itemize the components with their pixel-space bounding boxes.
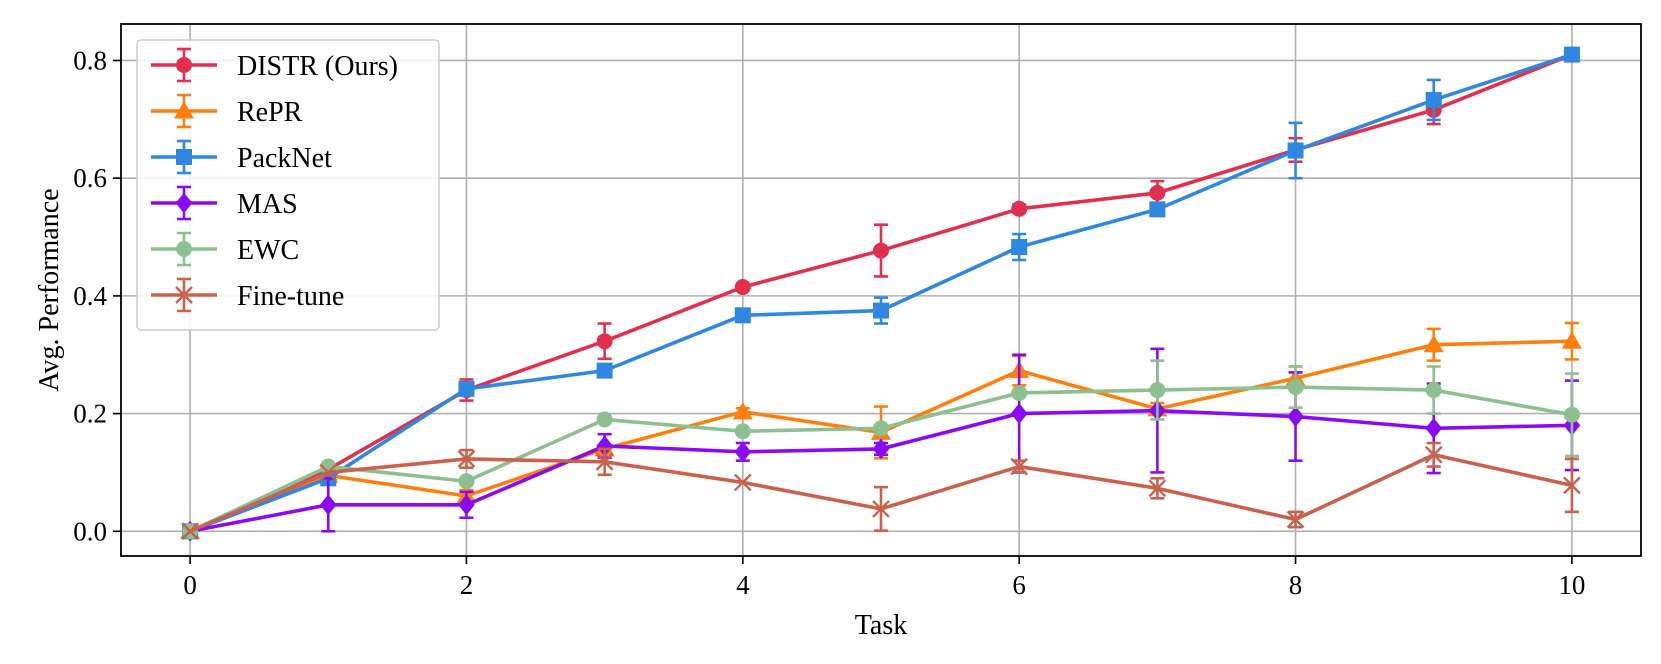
x-marker-stroke: [175, 286, 193, 304]
x-marker-stroke: [1286, 510, 1305, 529]
data-point: [319, 463, 338, 482]
x-axis-label: Task: [855, 610, 907, 641]
data-point: [734, 307, 751, 324]
x-tick-label: 0: [183, 570, 197, 600]
x-marker-stroke: [319, 463, 338, 482]
data-point: [872, 438, 890, 460]
x-marker-stroke: [1010, 457, 1029, 476]
data-point: [1149, 201, 1166, 218]
x-marker-stroke: [1563, 476, 1581, 495]
legend-item: Fine-tune: [151, 277, 344, 313]
data-point: [1287, 406, 1304, 427]
data-point: [1287, 379, 1304, 396]
data-point: [1423, 334, 1444, 353]
legend-marker: [176, 241, 192, 257]
data-point: [1010, 403, 1028, 424]
legend-item: PackNet: [151, 139, 332, 175]
data-point: [1425, 382, 1442, 399]
x-marker-stroke: [457, 450, 476, 468]
series-packnet: [182, 46, 1580, 540]
legend-label: EWC: [237, 235, 299, 266]
data-point: [1425, 91, 1442, 108]
data-point: [1286, 510, 1305, 529]
data-point: [595, 452, 614, 471]
data-point: [596, 333, 613, 350]
legend-marker: [174, 101, 194, 119]
data-point: [1149, 382, 1166, 399]
x-marker-stroke: [1148, 479, 1167, 498]
y-tick-label: 0.4: [73, 281, 107, 311]
y-axis-label: Avg. Performance: [34, 188, 65, 391]
y-tick-label: 0.8: [73, 45, 107, 75]
legend-label: PackNet: [237, 143, 332, 174]
data-point: [872, 500, 890, 518]
legend-item: DISTR (Ours): [151, 47, 398, 83]
data-point: [596, 362, 613, 379]
data-point: [873, 420, 889, 437]
x-tick-label: 10: [1558, 570, 1585, 600]
data-point: [1287, 142, 1304, 159]
x-tick-label: 6: [1012, 570, 1026, 600]
legend-marker: [175, 192, 193, 214]
x-marker-stroke: [181, 522, 199, 541]
x-marker-stroke: [872, 500, 890, 518]
data-point: [458, 473, 475, 490]
data-point: [1563, 406, 1580, 423]
data-point: [1563, 476, 1581, 495]
series-fine-tune: [181, 441, 1581, 541]
data-point: [596, 411, 613, 428]
data-point: [181, 522, 199, 541]
y-tick-label: 0.2: [73, 399, 107, 429]
data-point: [732, 401, 753, 420]
legend-item: MAS: [151, 185, 298, 221]
x-marker-stroke: [733, 473, 752, 492]
data-point: [457, 450, 476, 468]
data-point: [1563, 46, 1580, 63]
data-point: [733, 473, 752, 492]
legend-label: MAS: [237, 189, 298, 220]
data-point: [1011, 200, 1028, 217]
data-point: [873, 242, 889, 259]
data-point: [458, 494, 475, 516]
data-point: [873, 302, 889, 319]
series-distr-ours: [182, 46, 1580, 540]
data-point: [734, 279, 751, 296]
legend-item: RePR: [151, 93, 303, 129]
data-point: [734, 441, 752, 463]
data-point: [1425, 417, 1443, 439]
ticks: 0 2 4 6 8 10 0.0 0.2 0.4 0.6 0.8: [73, 45, 1585, 600]
data-point: [1148, 479, 1167, 498]
data-point: [1011, 384, 1028, 401]
x-tick-label: 4: [736, 570, 750, 600]
x-tick-label: 8: [1289, 570, 1303, 600]
y-tick-label: 0.6: [73, 163, 107, 193]
data-point: [1149, 184, 1166, 201]
y-tick-label: 0.0: [73, 516, 107, 546]
x-marker-stroke: [595, 452, 614, 471]
legend-marker: [176, 149, 192, 165]
data-point: [1424, 445, 1443, 464]
legend-label: RePR: [237, 97, 303, 128]
plot-frame: [120, 23, 1642, 557]
legend-marker: [176, 57, 192, 73]
x-tick-label: 2: [460, 570, 474, 600]
data-point: [1010, 457, 1029, 476]
legend-label: Fine-tune: [237, 281, 344, 312]
data-point: [596, 435, 613, 457]
series-layer: [180, 46, 1582, 542]
data-point: [1561, 331, 1582, 349]
legend: DISTR (Ours) RePR PackNet MAS EWC Fine-tune: [136, 39, 440, 331]
series-mas: [181, 347, 1581, 542]
legend-label: DISTR (Ours): [237, 51, 398, 82]
x-marker-stroke: [1424, 445, 1443, 464]
data-point: [1011, 239, 1028, 256]
legend-item: EWC: [151, 231, 299, 267]
data-point: [458, 380, 475, 397]
data-point: [734, 423, 751, 440]
legend-marker: [175, 286, 193, 304]
data-point: [319, 494, 337, 516]
